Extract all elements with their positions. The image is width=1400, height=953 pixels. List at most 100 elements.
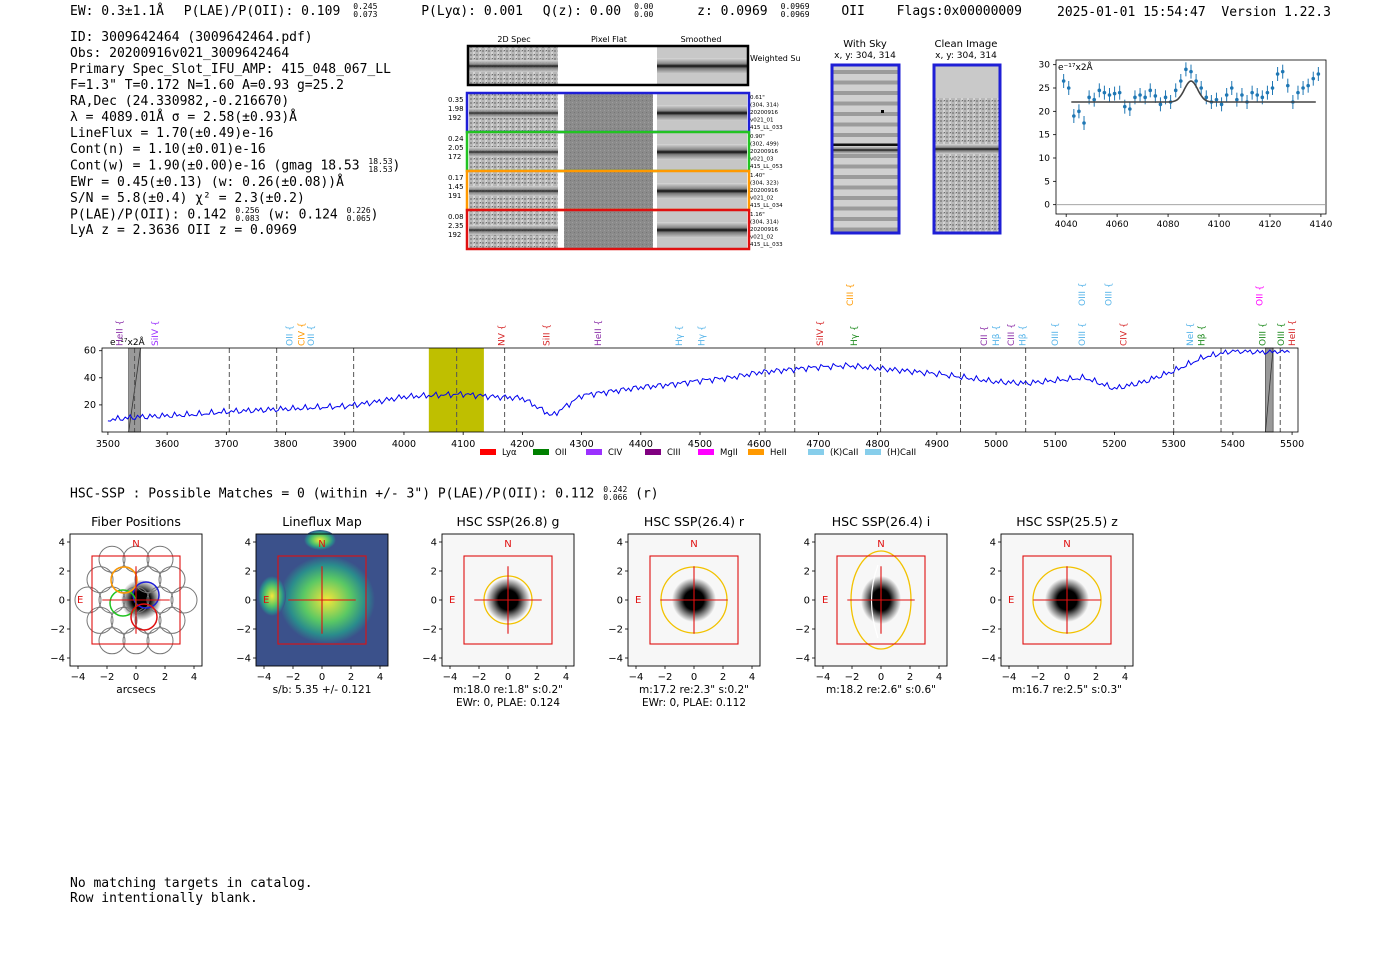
hsc-y-tick: −4: [50, 654, 65, 665]
clean-title: Clean Image: [935, 39, 998, 50]
legend-swatch: [698, 449, 714, 455]
emission-line-label: HeII {: [116, 320, 126, 346]
hsc-x-tick: −4: [816, 672, 831, 683]
spectrum-y-tick: 40: [84, 373, 96, 384]
fit-data-point: [1102, 90, 1107, 95]
hsc-search-box: [91, 555, 181, 645]
info-id: ID: 3009642464 (3009642464.pdf): [70, 30, 313, 45]
hsc-x-tick: 4: [936, 672, 942, 683]
hsc-x-tick: −2: [472, 672, 487, 683]
emission-line-label: NeI {: [1186, 322, 1196, 346]
east-label: E: [1008, 595, 1014, 606]
legend-label: CIV: [608, 448, 622, 458]
emission-line-label: OIII {: [1258, 322, 1268, 346]
info-redshifts: LyA z = 2.3636 OII z = 0.0969: [70, 223, 297, 238]
hsc-y-tick: −2: [608, 625, 623, 636]
info-contn: Cont(n) = 1.10(±0.01)e-16: [70, 142, 266, 157]
spectrum-x-tick: 5200: [1102, 439, 1126, 450]
legend-swatch: [533, 449, 549, 455]
hsc-x-tick: 4: [377, 672, 383, 683]
hsc-x-tick: −4: [1002, 672, 1017, 683]
info-contw: Cont(w) = 1.90(±0.00)e-16 (gmag 18.53 18…: [70, 157, 401, 174]
fit-data-point: [1082, 121, 1086, 125]
weighted-sum-frame: [466, 44, 750, 87]
version-stamp: 2025-01-01 15:54:47 Version 1.22.3: [1057, 5, 1331, 20]
hsc-x-tick: 4: [1122, 672, 1128, 683]
cutout-right-label: 415_LL_034: [750, 203, 783, 209]
cutout-left-label: 2.35: [448, 222, 464, 230]
fit-data-point: [1072, 114, 1076, 118]
cutout-left-label: 0.24: [448, 135, 464, 143]
fit-data-point: [1122, 104, 1127, 109]
hsc-x-tick: 0: [319, 672, 325, 683]
spectrum-x-tick: 3500: [96, 439, 120, 450]
fiber-circle: [110, 606, 138, 634]
hsc-y-tick: −2: [981, 625, 996, 636]
cutout-right-label: v021_01: [750, 118, 774, 124]
legend-swatch: [748, 449, 764, 455]
emission-line-label: NV {: [498, 325, 508, 346]
east-label: E: [77, 595, 83, 606]
hsc-y-tick: −4: [422, 654, 437, 665]
cutout-right-label: v021_03: [750, 157, 774, 163]
hsc-y-tick: −4: [981, 654, 996, 665]
with-sky-xy: x, y: 304, 314: [834, 51, 896, 61]
east-label: E: [263, 595, 269, 606]
hsc-panel-title: HSC SSP(26.4) i: [832, 514, 930, 529]
hsc-y-tick: 2: [990, 567, 996, 578]
cutout-left-label: 1.98: [448, 105, 464, 113]
cutout-left-label: 192: [448, 231, 461, 239]
hsc-caption: m:18.0 re:1.8" s:0.2": [453, 684, 563, 696]
hsc-y-tick: −2: [422, 625, 437, 636]
cutout-right-label: v021_02: [750, 196, 774, 202]
sky-images: With Sky x, y: 304, 314 Clean Image x, y…: [830, 39, 1002, 235]
emission-line-label: CIII {: [846, 283, 856, 306]
fit-data-point: [1097, 88, 1102, 93]
legend-label: (H)CaII: [887, 448, 916, 458]
cutout-pixelflat: [564, 172, 653, 209]
north-label: N: [1063, 539, 1070, 550]
version: Version 1.22.3: [1221, 5, 1331, 20]
header-line: EW: 0.3±1.1Å P(LAE)/P(OII): 0.109 0.245 0.…: [70, 3, 1034, 19]
hsc-caption: m:18.2 re:2.6" s:0.6": [826, 684, 936, 696]
cutout-left-label: 192: [448, 114, 461, 122]
col-label-smoothed: Smoothed: [681, 35, 722, 44]
emission-line-label: OIII {: [1051, 322, 1061, 346]
cutout-left-label: 191: [448, 192, 461, 200]
catalog-note-line1: No matching targets in catalog.: [70, 876, 313, 891]
spectrum-x-tick: 5100: [1043, 439, 1067, 450]
north-label: N: [318, 539, 325, 550]
hsc-x-tick: −2: [845, 672, 860, 683]
fit-axes-frame: [1055, 59, 1327, 215]
emission-line-label: OIII {: [1078, 282, 1088, 306]
qz-value: Q(z): 0.00 0.00 0.00: [542, 2, 654, 19]
hsc-y-tick: −4: [795, 654, 810, 665]
north-label: N: [504, 539, 511, 550]
emission-line-label: CIV {: [1119, 322, 1129, 346]
hsc-x-tick: −4: [257, 672, 272, 683]
fit-data-point: [1280, 69, 1285, 74]
legend-label: CIII: [667, 448, 680, 458]
legend-swatch: [808, 449, 824, 455]
spectrum-y-tick: 20: [84, 400, 96, 411]
fit-data-point: [1087, 95, 1091, 100]
fit-y-label: e⁻¹⁷x2Å: [1058, 61, 1094, 73]
spectrum-line: [107, 349, 1290, 422]
spectrum-x-tick: 4900: [925, 439, 949, 450]
hsc-search-box: [277, 555, 367, 645]
info-plae: P(LAE)/P(OII): 0.142 0.256 0.083 (w: 0.12…: [70, 205, 379, 223]
spectrum-x-tick: 4700: [806, 439, 830, 450]
cutout-right-label: v021_02: [750, 235, 774, 241]
hsc-y-tick: −4: [608, 654, 623, 665]
north-label: N: [877, 539, 884, 550]
hsc-x-tick: 0: [691, 672, 697, 683]
col-label-pixelflat: Pixel Flat: [591, 35, 627, 44]
spectrum-x-tick: 5500: [1280, 439, 1304, 450]
spectrum-x-tick: 3700: [214, 439, 238, 450]
fit-data-point: [1224, 93, 1229, 97]
timestamp: 2025-01-01 15:54:47: [1057, 5, 1206, 20]
hsc-x-tick: 0: [878, 672, 884, 683]
legend-label: MgII: [720, 448, 738, 458]
fit-x-tick: 4140: [1309, 220, 1332, 230]
spectrum-x-tick: 3900: [333, 439, 357, 450]
